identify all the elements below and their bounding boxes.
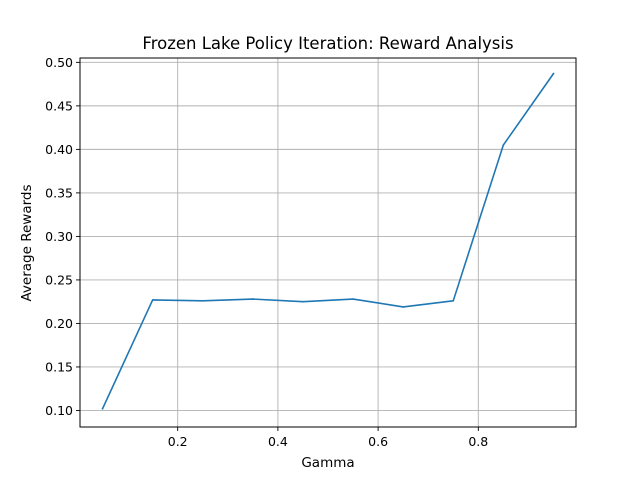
y-tick-label: 0.25 [45, 272, 73, 287]
data-point [201, 300, 204, 302]
chart-title: Frozen Lake Policy Iteration: Reward Ana… [142, 34, 513, 53]
y-tick-label: 0.10 [45, 403, 73, 418]
x-axis-label: Gamma [301, 455, 354, 471]
data-point [101, 407, 104, 410]
y-tick-label: 0.50 [45, 55, 73, 70]
data-point [552, 72, 555, 75]
grid-lines [80, 58, 576, 427]
data-point [452, 300, 455, 302]
x-tick-label: 0.4 [268, 434, 288, 449]
plot-area-frame [79, 57, 577, 428]
data-point [151, 299, 154, 301]
x-tick-label: 0.2 [168, 434, 188, 449]
y-tick-label: 0.45 [45, 98, 73, 113]
x-tick-label: 0.8 [468, 434, 488, 449]
y-tick-label: 0.40 [45, 142, 73, 157]
y-tick-label: 0.35 [45, 185, 73, 200]
data-point [252, 298, 254, 300]
y-tick-label: 0.15 [45, 359, 73, 374]
data-point [502, 144, 505, 146]
y-tick-label: 0.20 [45, 316, 73, 331]
data-point [352, 298, 354, 300]
data-point [402, 306, 404, 308]
series-line-1 [101, 72, 555, 410]
x-tick-label: 0.6 [368, 434, 388, 449]
y-axis-label: Average Rewards [19, 184, 35, 301]
data-point [302, 300, 304, 303]
series-layer [101, 72, 555, 410]
axis-ticks: 0.2 0.4 0.6 0.8 0.10 0.15 0.20 0.25 0.30 0.35 0.40… [45, 55, 488, 449]
y-tick-label: 0.30 [45, 229, 73, 244]
